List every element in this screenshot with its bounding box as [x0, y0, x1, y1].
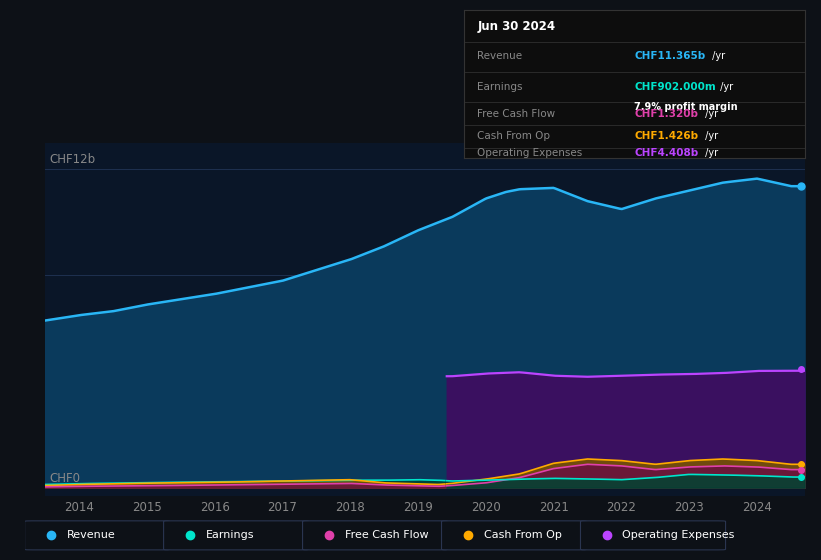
FancyBboxPatch shape	[163, 521, 309, 550]
Text: Free Cash Flow: Free Cash Flow	[345, 530, 429, 540]
Text: /yr: /yr	[702, 109, 718, 119]
Text: Jun 30 2024: Jun 30 2024	[478, 20, 556, 33]
Text: CHF1.320b: CHF1.320b	[635, 109, 698, 119]
Text: CHF902.000m: CHF902.000m	[635, 82, 716, 92]
Text: Free Cash Flow: Free Cash Flow	[478, 109, 556, 119]
Text: Operating Expenses: Operating Expenses	[622, 530, 735, 540]
Text: CHF0: CHF0	[49, 472, 80, 485]
Text: CHF11.365b: CHF11.365b	[635, 52, 705, 61]
FancyBboxPatch shape	[25, 521, 170, 550]
Text: Operating Expenses: Operating Expenses	[478, 148, 583, 158]
Text: Revenue: Revenue	[478, 52, 523, 61]
FancyBboxPatch shape	[580, 521, 726, 550]
Text: /yr: /yr	[702, 148, 718, 158]
Text: /yr: /yr	[702, 132, 718, 142]
Text: Cash From Op: Cash From Op	[484, 530, 562, 540]
FancyBboxPatch shape	[303, 521, 447, 550]
FancyBboxPatch shape	[442, 521, 586, 550]
Text: /yr: /yr	[717, 82, 733, 92]
Text: Earnings: Earnings	[205, 530, 254, 540]
Text: CHF12b: CHF12b	[49, 153, 95, 166]
Text: Revenue: Revenue	[67, 530, 116, 540]
Text: 7.9% profit margin: 7.9% profit margin	[635, 102, 738, 113]
Text: Cash From Op: Cash From Op	[478, 132, 551, 142]
Text: CHF1.426b: CHF1.426b	[635, 132, 699, 142]
Text: CHF4.408b: CHF4.408b	[635, 148, 699, 158]
Text: /yr: /yr	[709, 52, 725, 61]
Text: Earnings: Earnings	[478, 82, 523, 92]
